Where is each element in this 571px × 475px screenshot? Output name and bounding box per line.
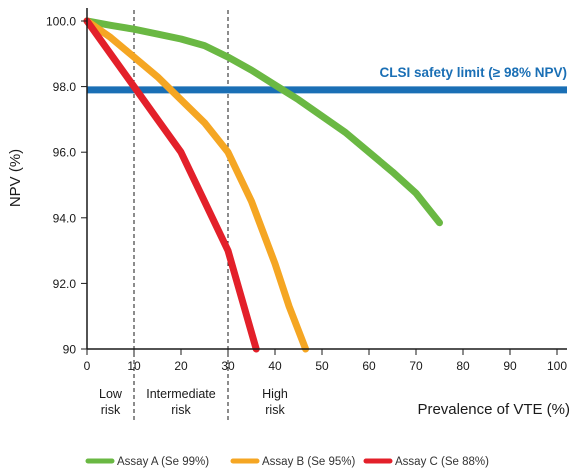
zone-label-2-line1: Intermediate [146, 387, 216, 401]
x-tick-label-9: 90 [503, 359, 517, 373]
zone-label-1-line2: risk [101, 403, 121, 417]
y-tick-label-0: 90 [63, 343, 77, 357]
x-tick-label-5: 50 [315, 359, 329, 373]
x-tick-label-1: 10 [127, 359, 141, 373]
y-tick-label-4: 98.0 [53, 80, 77, 94]
x-tick-label-0: 0 [84, 359, 91, 373]
series-line-1 [83, 17, 443, 227]
zone-label-3-line2: risk [265, 403, 285, 417]
tick-layer: 0 10 20 30 40 50 60 70 80 90 100 90 92.0 94.0 96.0 98.0… [46, 15, 567, 374]
zone-label-2-line2: risk [171, 403, 191, 417]
y-tick-label-1: 92.0 [53, 277, 77, 291]
legend-label-2: Assay B (Se 95%) [262, 456, 355, 468]
y-axis-label: NPV (%) [7, 149, 24, 207]
reference-line-label: CLSI safety limit (≥ 98% NPV) [380, 65, 567, 80]
x-tick-label-4: 40 [268, 359, 282, 373]
y-tick-label-2: 94.0 [53, 211, 77, 225]
zone-label-3-line1: High [262, 387, 288, 401]
x-tick-label-3: 30 [221, 359, 235, 373]
y-tick-label-3: 96.0 [53, 146, 77, 160]
x-axis-label: Prevalence of VTE (%) [417, 401, 570, 418]
series-line-3 [83, 17, 260, 353]
x-tick-label-10: 100 [547, 359, 567, 373]
y-tick-label-5: 100.0 [46, 15, 76, 29]
legend: Assay A (Se 99%) Assay B (Se 95%) Assay C … [85, 456, 489, 468]
x-tick-label-6: 60 [362, 359, 376, 373]
legend-label-3: Assay C (Se 88%) [395, 456, 489, 468]
series-line-2 [83, 17, 310, 353]
series-layer [83, 17, 443, 353]
zone-label-1-line1: Low [99, 387, 123, 401]
label-layer: CLSI safety limit (≥ 98% NPV) Low risk Int… [99, 65, 567, 417]
legend-label-1: Assay A (Se 99%) [117, 456, 209, 468]
x-tick-label-8: 80 [456, 359, 470, 373]
x-tick-label-7: 70 [409, 359, 423, 373]
axes-layer: NPV (%) Prevalence of VTE (%) [7, 8, 570, 418]
risk-zone-layer [133, 10, 229, 420]
x-tick-label-2: 20 [174, 359, 188, 373]
